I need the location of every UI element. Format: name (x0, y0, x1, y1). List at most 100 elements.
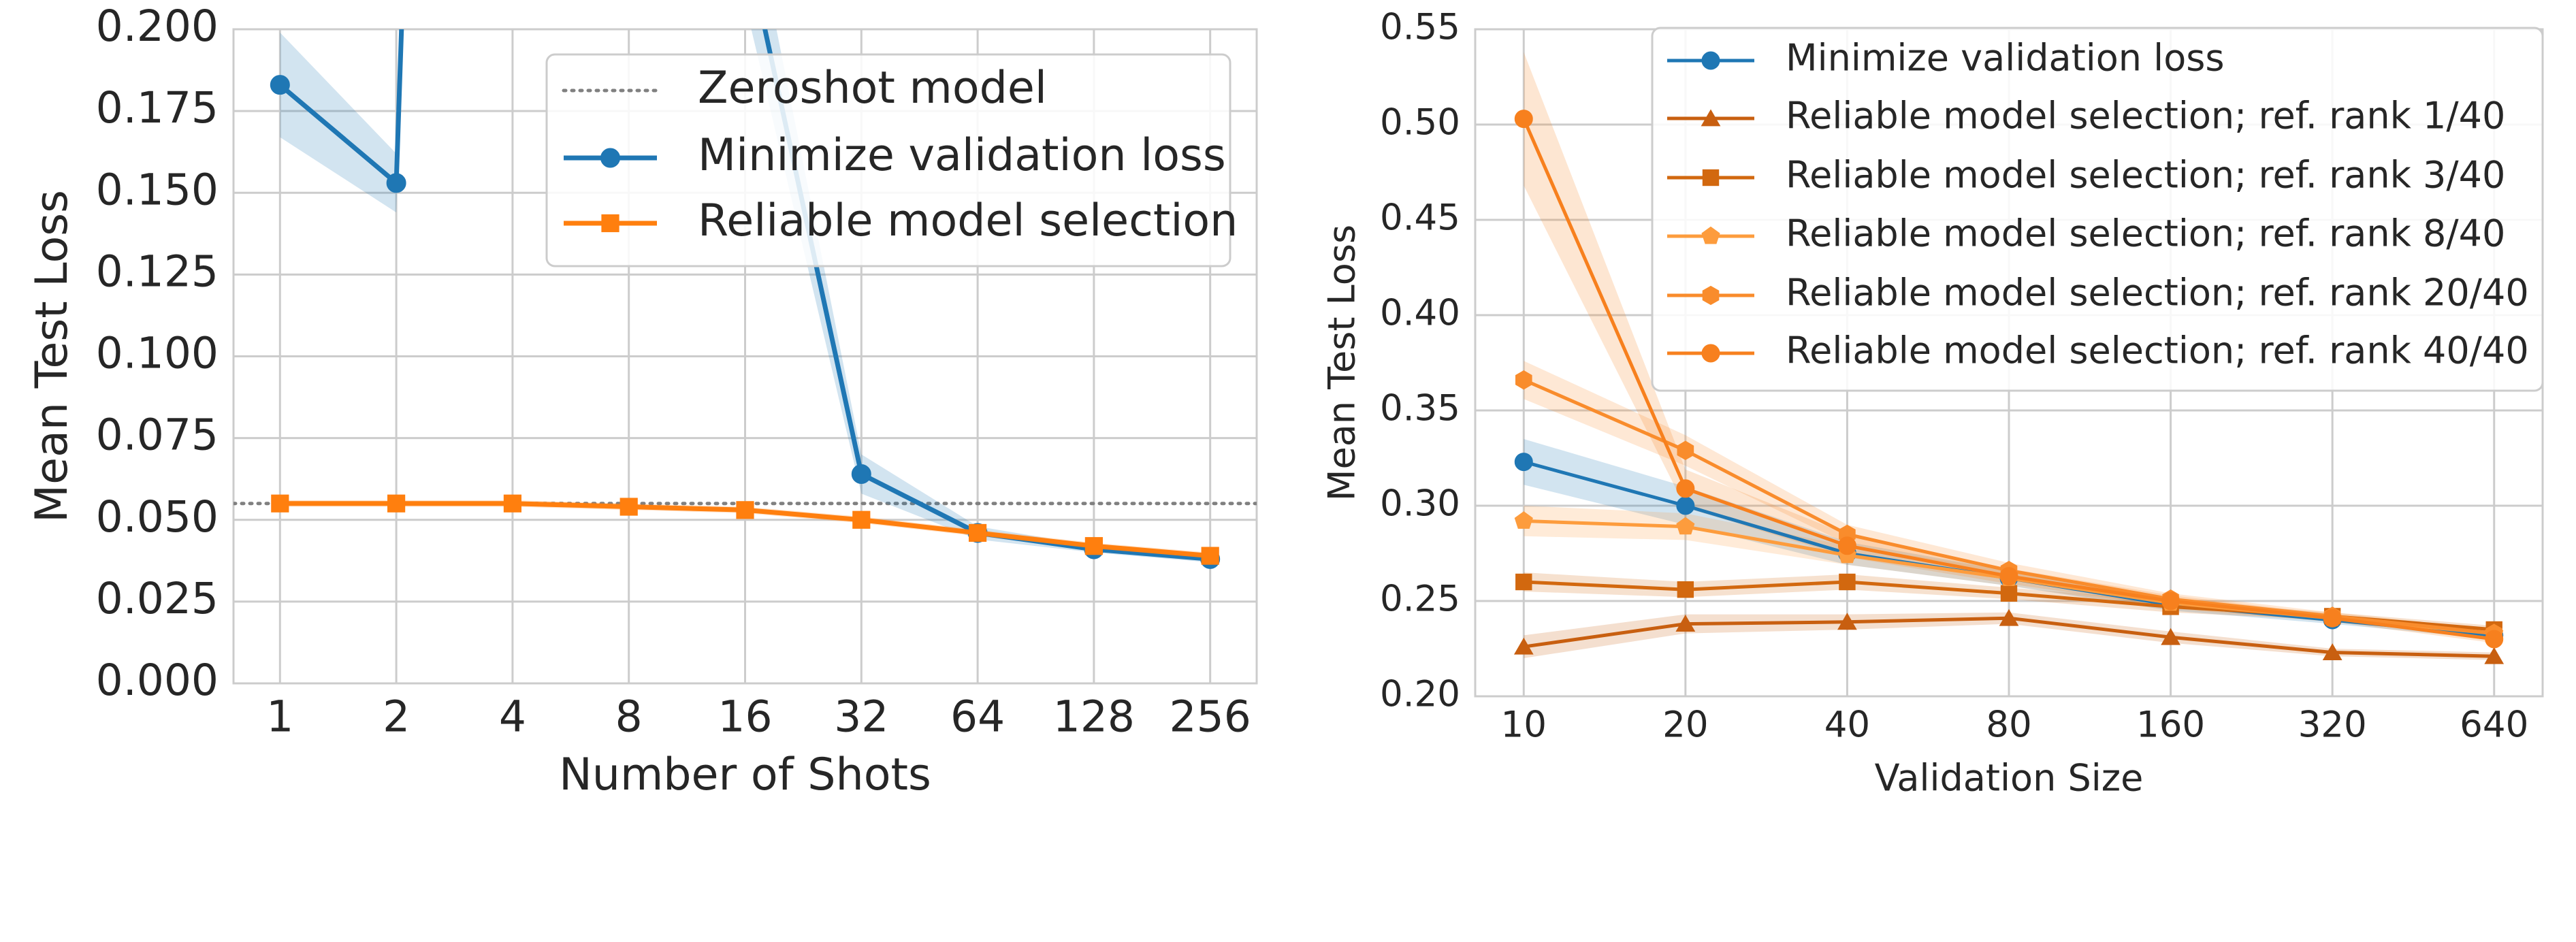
legend: Zeroshot model Minimize validation loss Re… (545, 53, 1238, 267)
x-tick-label: 20 (1662, 704, 1708, 746)
x-tick-label: 80 (1986, 704, 2031, 746)
marker (600, 148, 620, 168)
marker (1515, 370, 1532, 390)
marker (1701, 109, 1721, 127)
y-tick-label: 0.175 (96, 83, 219, 133)
marker (601, 214, 619, 233)
y-tick-label: 0.20 (1380, 674, 1460, 715)
error-band (1524, 572, 2494, 634)
marker (2000, 585, 2018, 602)
marker (1514, 453, 1533, 472)
marker (1513, 637, 1534, 655)
marker (1676, 496, 1695, 515)
x-tick-label: 320 (2298, 704, 2367, 746)
marker (271, 494, 289, 513)
x-tick-label: 8 (615, 692, 643, 742)
y-tick-label: 0.050 (96, 492, 219, 542)
marker (386, 173, 406, 193)
marker (1702, 169, 1720, 186)
marker (2485, 630, 2504, 649)
x-tick-label: 128 (1053, 692, 1135, 742)
x-tick-label: 256 (1170, 692, 1251, 742)
x-tick-label: 2 (383, 692, 410, 742)
x-tick-label: 1 (266, 692, 293, 742)
marker (503, 494, 522, 513)
legend-box (545, 53, 1231, 267)
plot-area (1513, 52, 2505, 664)
marker (851, 464, 871, 484)
y-tick-label: 0.150 (96, 165, 219, 214)
marker (1514, 511, 1533, 529)
marker (1999, 608, 2019, 626)
marker (968, 523, 987, 542)
marker (736, 501, 754, 519)
y-tick-label: 0.025 (96, 574, 219, 623)
y-tick-label: 0.25 (1380, 579, 1460, 620)
legend-label: Reliable model selection; ref. rank 20/4… (1786, 272, 2529, 314)
chart: 0.000 0.025 0.050 0.075 0.100 0.125 0.150 0.175… (27, 1, 1258, 800)
marker (2161, 591, 2180, 611)
legend-box (1651, 27, 2544, 392)
legend-label: Minimize validation loss (698, 130, 1226, 181)
marker (387, 494, 406, 513)
marker (2323, 608, 2342, 628)
marker (1999, 567, 2018, 586)
x-tick-label: 40 (1824, 704, 1870, 746)
y-tick-label: 0.35 (1380, 388, 1460, 429)
marker (1701, 226, 1720, 244)
marker (1701, 51, 1720, 70)
marker (1677, 581, 1694, 598)
marker (1837, 536, 1856, 555)
marker (1675, 615, 1696, 632)
y-tick-label: 0.100 (96, 329, 219, 378)
marker (1084, 537, 1103, 555)
marker (1514, 110, 1533, 129)
x-tick-label: 32 (834, 692, 888, 742)
marker (1676, 517, 1695, 535)
marker (2322, 643, 2342, 660)
legend-label: Zeroshot model (698, 63, 1047, 114)
marker (619, 498, 638, 516)
y-tick-label: 0.125 (96, 246, 219, 296)
chart: 0.20 0.25 0.30 0.35 0.40 0.45 0.50 0.55 10 20 40 80… (1321, 7, 2544, 800)
marker (2484, 647, 2505, 664)
x-tick-label: 640 (2460, 704, 2528, 746)
y-tick-label: 0.55 (1380, 7, 1460, 48)
marker (2161, 628, 2180, 645)
y-tick-label: 0.200 (96, 1, 219, 51)
marker (1702, 285, 1720, 306)
legend: Minimize validation loss Reliable model s… (1651, 27, 2544, 392)
y-tick-label: 0.50 (1380, 102, 1460, 144)
marker (1677, 440, 1694, 460)
marker (852, 510, 871, 529)
x-axis-label: Number of Shots (559, 749, 931, 800)
legend-label: Reliable model selection (698, 195, 1238, 246)
legend-label: Reliable model selection; ref. rank 1/40 (1786, 95, 2505, 137)
y-tick-label: 0.30 (1380, 483, 1460, 525)
x-axis-label: Validation Size (1875, 757, 2144, 800)
x-tick-label: 16 (718, 692, 772, 742)
marker (1676, 479, 1695, 498)
marker (1701, 344, 1720, 363)
y-tick-label: 0.45 (1380, 197, 1460, 239)
y-tick-label: 0.40 (1380, 293, 1460, 334)
legend-label: Minimize validation loss (1786, 37, 2225, 80)
y-axis-label: Mean Test Loss (1321, 225, 1364, 501)
y-tick-label: 0.000 (96, 655, 219, 705)
legend-label: Reliable model selection; ref. rank 8/40 (1786, 212, 2505, 255)
plot-area (234, 29, 1257, 569)
x-tick-label: 10 (1501, 704, 1547, 746)
legend-label: Reliable model selection; ref. rank 40/4… (1786, 329, 2529, 372)
x-tick-label: 64 (950, 692, 1005, 742)
y-axis-label: Mean Test Loss (27, 190, 78, 523)
marker (1201, 547, 1219, 565)
marker (1837, 613, 1857, 630)
plot-frame (232, 28, 1258, 685)
marker (1515, 573, 1532, 591)
x-tick-label: 160 (2136, 704, 2205, 746)
x-tick-label: 4 (499, 692, 526, 742)
marker (270, 75, 290, 95)
marker (1839, 573, 1856, 591)
y-tick-label: 0.075 (96, 410, 219, 460)
